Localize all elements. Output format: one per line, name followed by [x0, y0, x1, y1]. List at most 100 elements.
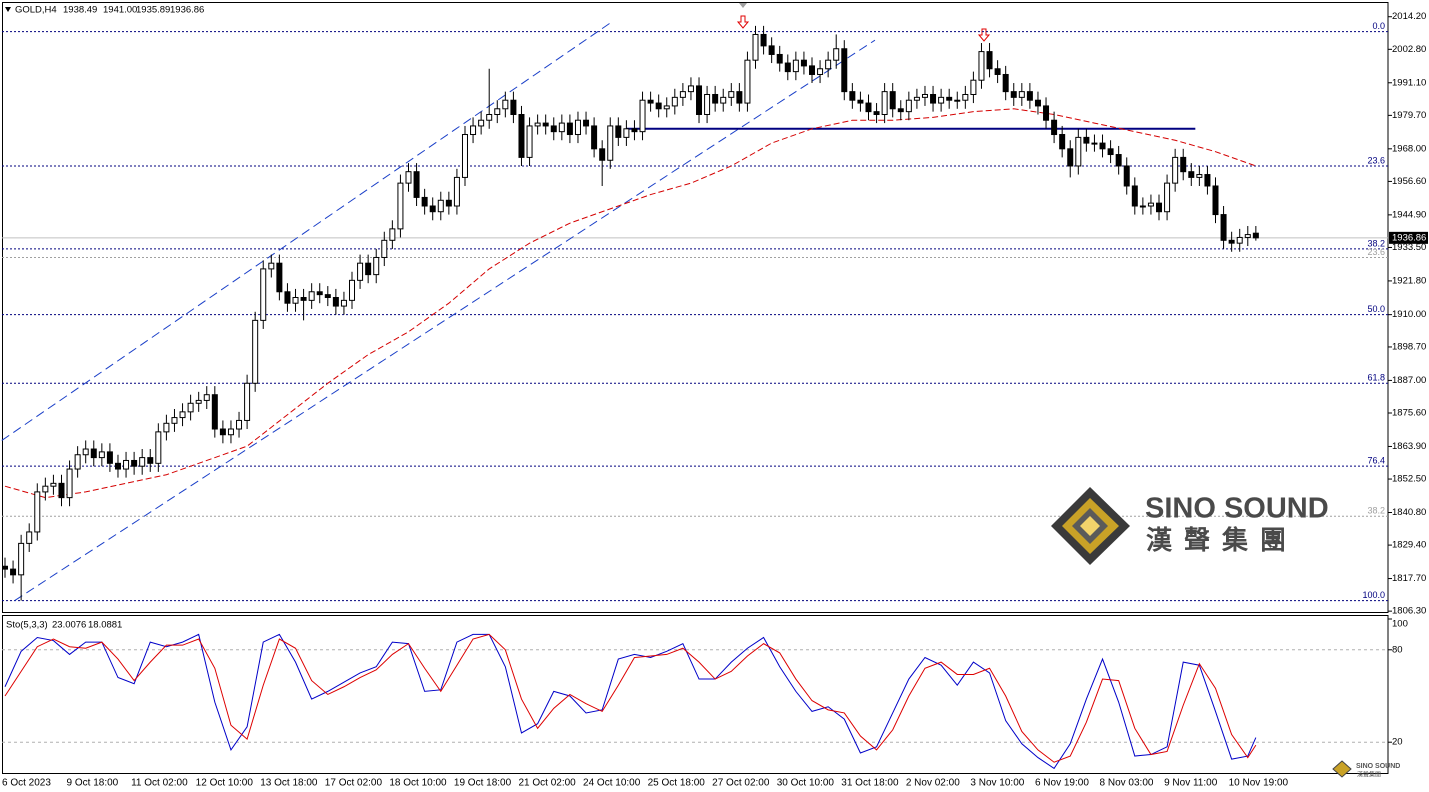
fibonacci-label: 100.0: [1362, 590, 1385, 600]
candle-body: [986, 51, 993, 70]
candle-body: [98, 451, 105, 459]
fibonacci-label: 23.6: [1367, 155, 1385, 165]
candle-body: [1196, 174, 1203, 178]
candle-body: [203, 394, 210, 401]
candle-body: [736, 91, 743, 104]
indicator-value: 18.0881: [88, 620, 122, 631]
candle-body: [276, 262, 283, 293]
y-tick-label: 1887.00: [1392, 375, 1426, 386]
y-tick-label: 1863.90: [1392, 441, 1426, 452]
candle-body: [502, 99, 509, 110]
stochastic-panel-frame: [2, 615, 1389, 774]
candle-body: [550, 125, 557, 133]
x-tick-label: 11 Oct 02:00: [131, 778, 188, 789]
candle-body: [453, 176, 460, 207]
candle-body: [1051, 119, 1058, 136]
x-tick-label: 6 Oct 2023: [2, 778, 51, 789]
candle-body: [445, 199, 452, 207]
candle-body: [437, 199, 444, 213]
header-high: 1941.00: [103, 5, 137, 16]
y-tick-label: 1817.70: [1392, 573, 1426, 584]
candle-body: [1180, 156, 1187, 173]
logo-name: SINO SOUND: [1145, 493, 1329, 525]
fibonacci-label: 38.2: [1367, 506, 1385, 516]
x-tick-label: 9 Nov 11:00: [1164, 778, 1218, 789]
candle-body: [324, 294, 331, 298]
y-tick-label: 80: [1392, 644, 1403, 655]
candle-body: [712, 93, 719, 104]
candle-body: [946, 96, 953, 101]
candle-body: [526, 125, 533, 158]
logo-subtitle: 漢聲集團: [1146, 525, 1298, 555]
candle-body: [994, 68, 1001, 75]
trend-channel-line: [14, 39, 876, 601]
candle-body: [776, 53, 783, 64]
candle-body: [82, 448, 89, 456]
candle-body: [962, 93, 969, 101]
candle-body: [744, 59, 751, 104]
candle-body: [405, 171, 412, 184]
candle-body: [817, 68, 824, 75]
candle-body: [1147, 202, 1154, 207]
candle-body: [284, 291, 291, 304]
candle-body: [1002, 73, 1009, 93]
candle-body: [558, 122, 565, 133]
candle-body: [889, 91, 896, 110]
candle-body: [913, 96, 920, 101]
y-tick-label: 1806.30: [1392, 606, 1426, 617]
candle-body: [938, 96, 945, 104]
candle-body: [825, 59, 832, 70]
candle-body: [687, 85, 694, 93]
candle-body: [728, 91, 735, 98]
x-tick-label: 18 Oct 10:00: [389, 778, 447, 789]
candle-body: [1083, 136, 1090, 144]
candle-body: [373, 256, 380, 276]
candle-body: [1099, 142, 1106, 150]
candle-body: [236, 419, 243, 430]
candle-body: [26, 531, 33, 544]
candle-body: [260, 268, 267, 321]
candle-body: [930, 93, 937, 104]
y-tick-label: 1898.70: [1392, 341, 1426, 352]
x-tick-label: 27 Oct 02:00: [712, 778, 770, 789]
candle-body: [1244, 234, 1251, 238]
candle-body: [647, 99, 654, 104]
candle-body: [671, 96, 678, 107]
candle-body: [155, 431, 162, 464]
candle-body: [534, 122, 541, 127]
y-tick-label: 1991.10: [1392, 77, 1426, 88]
collapse-icon: [5, 7, 11, 12]
y-tick-label: 2002.80: [1392, 44, 1426, 55]
y-tick-label: 1840.80: [1392, 507, 1426, 518]
candle-body: [179, 411, 186, 419]
candle-body: [381, 239, 388, 258]
corner-logo-subtitle: 漢聲集團: [1357, 771, 1381, 779]
candle-body: [316, 291, 323, 296]
candle-body: [429, 205, 436, 213]
candle-body: [332, 296, 339, 307]
candle-body: [195, 399, 202, 404]
x-tick-label: 3 Nov 10:00: [970, 778, 1024, 789]
candle-body: [1091, 142, 1098, 145]
candle-body: [1252, 232, 1259, 239]
y-tick-label: 2014.20: [1392, 11, 1426, 22]
candle-body: [131, 459, 138, 467]
candle-body: [74, 454, 81, 470]
candle-body: [34, 491, 41, 533]
candle-body: [1228, 239, 1235, 244]
candle-body: [1236, 236, 1243, 244]
x-tick-label: 24 Oct 10:00: [583, 778, 641, 789]
candle-body: [66, 468, 73, 499]
candle-body: [18, 542, 25, 576]
fibonacci-label: 61.8: [1367, 373, 1385, 383]
fibonacci-label: 76.4: [1367, 456, 1385, 466]
chart-shift-marker: [739, 3, 747, 8]
corner-logo-name: SINO SOUND: [1356, 763, 1400, 770]
candle-body: [349, 279, 356, 301]
candle-body: [1123, 165, 1130, 187]
fibonacci-label: 38.2: [1367, 238, 1385, 248]
header-low: 1935.89: [136, 5, 170, 16]
candle-body: [591, 125, 598, 150]
candle-body: [631, 128, 638, 133]
candle-body: [114, 462, 121, 470]
